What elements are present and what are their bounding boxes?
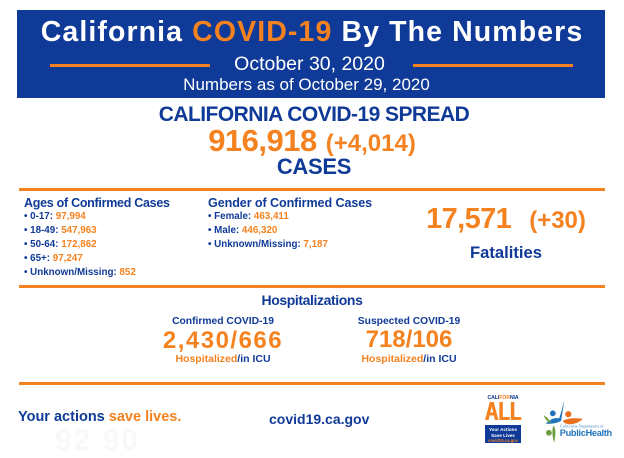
svg-text:PublicHealth: PublicHealth: [560, 428, 613, 438]
svg-text:California Department of: California Department of: [560, 424, 604, 429]
